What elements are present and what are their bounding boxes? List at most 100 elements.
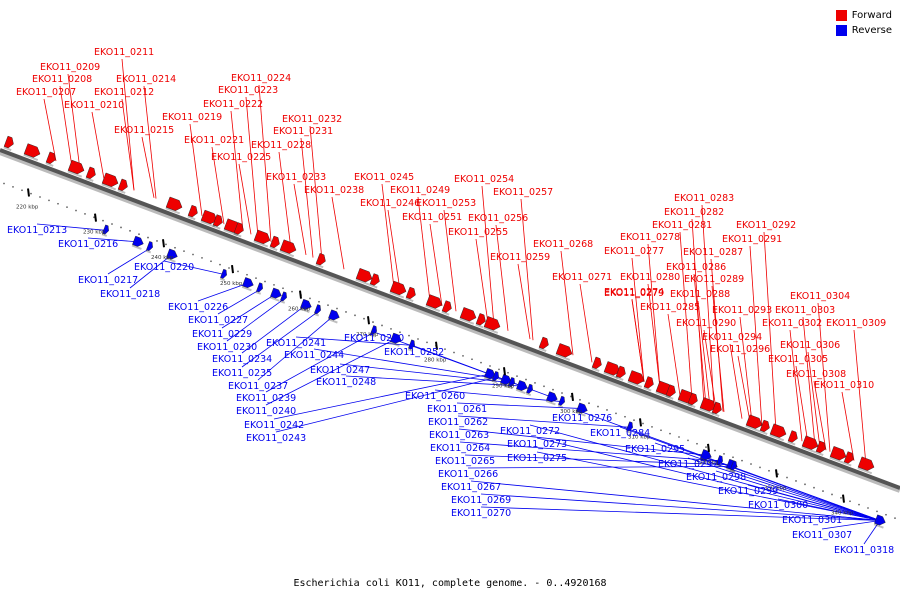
reverse-gene-arrow (715, 455, 723, 468)
reverse-gene-label: EKO11_0227 (188, 315, 248, 326)
forward-leader-line (795, 365, 809, 444)
reverse-gene-arrow (389, 332, 402, 347)
reverse-gene-label: EKO11_0218 (100, 289, 160, 300)
reverse-leader-line (687, 457, 881, 521)
forward-gene-label: EKO11_0296 (710, 344, 770, 355)
forward-gene-label: EKO11_0268 (533, 239, 593, 250)
reverse-gene-arrow (131, 235, 144, 250)
reverse-gene-label: EKO11_0241 (266, 338, 326, 349)
scale-tick (775, 469, 778, 478)
scale-dot (804, 483, 806, 486)
forward-leader-line (647, 283, 661, 388)
scale-dot (12, 185, 14, 188)
forward-leader-line (238, 163, 252, 235)
reverse-leader-line (536, 437, 881, 521)
reverse-leader-line (536, 451, 881, 521)
reverse-leader-line (464, 454, 733, 466)
forward-gene-label: EKO11_0225 (211, 152, 271, 163)
reverse-leader-line (457, 415, 633, 428)
scale-tick-label: 270 kbp (356, 332, 379, 338)
forward-gene-label: EKO11_0214 (116, 74, 176, 85)
scale-dot (588, 402, 590, 405)
reverse-gene-arrow (165, 248, 178, 263)
reverse-leader-line (257, 315, 335, 381)
legend-item-reverse: Reverse (835, 23, 892, 38)
reverse-leader-line (87, 237, 139, 243)
reverse-leader-line (265, 338, 397, 406)
reverse-gene-label: EKO11_0216 (58, 239, 118, 250)
scale-dot (543, 385, 545, 388)
reverse-leader-line (129, 254, 173, 289)
reverse-leader-line (654, 442, 881, 521)
forward-gene-arrow (627, 370, 645, 388)
forward-swatch (835, 10, 847, 21)
reverse-gene-label: EKO11_0226 (168, 302, 228, 313)
forward-leader-line (701, 204, 715, 409)
reverse-gene-arrow (407, 339, 415, 352)
scale-tick (367, 316, 370, 325)
reverse-gene-label: EKO11_0235 (212, 368, 272, 379)
reverse-gene-label: EKO11_0264 (430, 443, 490, 454)
reverse-gene-label: EKO11_0248 (316, 377, 376, 388)
scale-dot (165, 243, 167, 246)
forward-gene-label: EKO11_0293 (712, 305, 772, 316)
reverse-gene-label: EKO11_0243 (246, 433, 306, 444)
forward-leader-line (517, 263, 531, 340)
forward-leader-line (143, 85, 157, 199)
scale-dot (66, 206, 68, 209)
reverse-gene-label: EKO11_0217 (78, 275, 138, 286)
forward-gene-arrow (117, 178, 128, 194)
forward-gene-label: EKO11_0249 (390, 185, 450, 196)
scale-dot (264, 280, 266, 283)
scale-dot (822, 490, 824, 492)
scale-dot (615, 412, 617, 415)
forward-leader-line (631, 299, 645, 382)
scale-dot (48, 199, 50, 202)
reverse-gene-label: EKO11_0242 (244, 420, 304, 431)
scale-tick (94, 213, 97, 222)
forward-leader-line (381, 183, 395, 289)
scale-dot (57, 202, 59, 205)
reverse-gene-label: EKO11_0299 (718, 486, 778, 497)
reverse-gene-arrow (483, 368, 496, 383)
forward-gene-label: EKO11_0285 (640, 302, 700, 313)
scale-dot (579, 398, 581, 401)
scale-tick-label: 310 kbp (628, 434, 651, 440)
scale-dot (840, 496, 842, 499)
scale-dot (462, 354, 464, 357)
scale-dot (507, 371, 509, 374)
forward-gene-arrow (699, 397, 717, 415)
forward-leader-line (211, 146, 225, 225)
scale-tick-label: 330 kbp (764, 485, 787, 491)
scale-dot (876, 510, 878, 513)
scale-dot (597, 405, 599, 408)
scale-tick-label: 260 kbp (288, 307, 311, 313)
scale-dot (489, 365, 491, 367)
forward-leader-line (300, 137, 314, 258)
reverse-gene-label: EKO11_0244 (284, 350, 344, 361)
scale-dot (3, 182, 5, 185)
reverse-gene-label: EKO11_0237 (228, 381, 288, 392)
scale-dot (552, 388, 554, 391)
forward-gene-arrow (483, 316, 501, 334)
genome-backbone (0, 148, 900, 490)
forward-gene-label: EKO11_0254 (454, 174, 514, 185)
scale-dot (426, 341, 428, 344)
scale-dot (624, 415, 626, 418)
forward-gene-label: EKO11_0309 (826, 318, 886, 329)
forward-leader-line (59, 85, 73, 168)
scale-dot (291, 290, 293, 293)
forward-gene-label: EKO11_0233 (266, 172, 326, 183)
forward-gene-arrow (857, 456, 875, 475)
forward-gene-label: EKO11_0277 (604, 246, 664, 257)
forward-gene-arrow (538, 336, 549, 353)
forward-gene-label: EKO11_0289 (684, 274, 744, 285)
scale-tick (435, 341, 438, 350)
reverse-gene-label: EKO11_0284 (590, 428, 650, 439)
scale-dot (345, 311, 347, 313)
forward-gene-label: EKO11_0251 (402, 212, 462, 223)
forward-leader-line (121, 58, 135, 191)
forward-leader-line (749, 245, 763, 427)
forward-gene-label: EKO11_0228 (251, 140, 311, 151)
reverse-leader-line (619, 426, 881, 521)
